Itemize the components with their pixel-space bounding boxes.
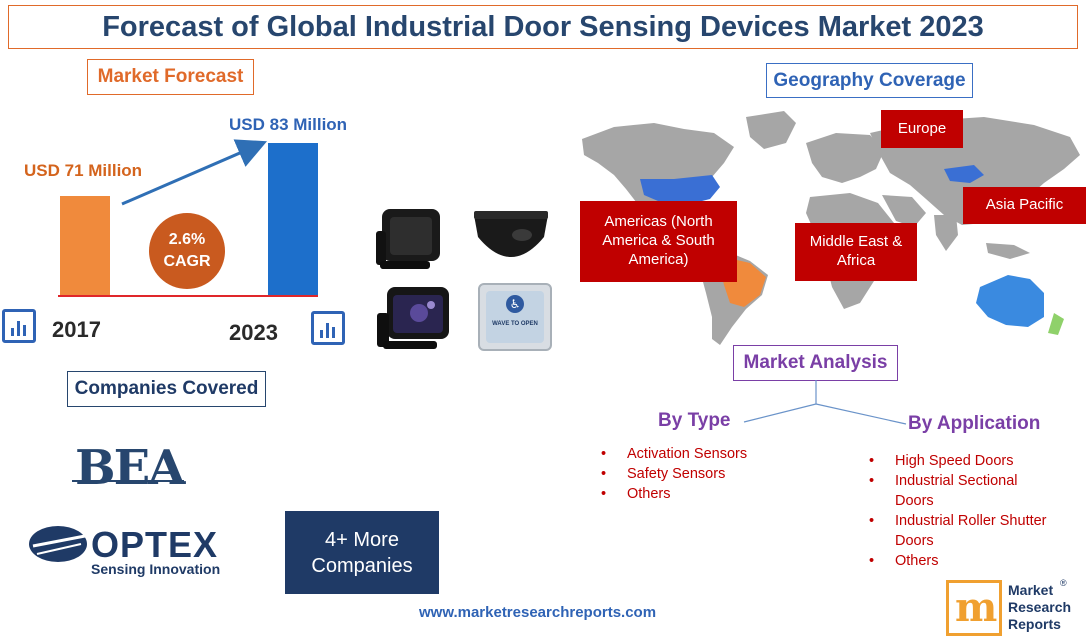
market-analysis-heading: Market Analysis <box>733 345 898 381</box>
cagr-label: CAGR <box>163 253 211 270</box>
bar-2017 <box>60 196 110 295</box>
region-americas: Americas (North America & South America) <box>580 201 737 282</box>
europe-land <box>806 133 884 183</box>
market-analysis-heading-text: Market Analysis <box>743 352 888 373</box>
companies-covered-heading: Companies Covered <box>67 371 266 407</box>
optex-tagline: Sensing Innovation <box>91 561 221 577</box>
usa-highlight <box>640 175 720 205</box>
optex-logo: OPTEX <box>91 524 219 565</box>
mrr-logo-line3: Reports <box>1008 616 1061 632</box>
mrr-logo-line2: Research <box>1008 599 1072 615</box>
page-title-text: Forecast of Global Industrial Door Sensi… <box>102 10 984 43</box>
year-2017: 2017 <box>52 317 101 342</box>
geography-coverage-heading-text: Geography Coverage <box>773 69 966 91</box>
bar-chart-icon <box>2 309 36 343</box>
value-label-2017: USD 71 Million <box>24 161 143 180</box>
value-label-2023: USD 83 Million <box>229 115 348 134</box>
optex-logo-mark-icon <box>29 526 87 562</box>
more-companies-text: 4+ More Companies <box>311 528 413 577</box>
companies-covered-heading-text: Companies Covered <box>74 378 259 399</box>
sensor-camera-image <box>377 287 449 349</box>
list-item: Others <box>597 484 797 504</box>
region-asia-pacific: Asia Pacific <box>963 187 1086 224</box>
by-application-list: High Speed Doors Industrial Sectional Do… <box>865 451 1055 571</box>
by-application-heading: By Application <box>908 413 1041 434</box>
wheelchair-icon: ♿ <box>506 295 524 313</box>
sensor-dome-image <box>474 211 548 257</box>
cagr-value: 2.6% <box>168 230 206 248</box>
growth-arrow-icon <box>121 139 268 206</box>
list-item: Safety Sensors <box>597 464 797 484</box>
region-middle-east-africa: Middle East & Africa <box>795 223 917 281</box>
analysis-connector-lines <box>743 380 907 425</box>
mrr-logo-icon: m <box>946 580 1002 636</box>
page-title: Forecast of Global Industrial Door Sensi… <box>8 5 1078 49</box>
mongolia-highlight <box>944 165 984 183</box>
list-item: Industrial Sectional Doors <box>865 471 1055 511</box>
sensor-device-image <box>376 209 440 269</box>
list-item: Activation Sensors <box>597 444 797 464</box>
bar-chart-icon <box>311 311 345 345</box>
push-plate-text: WAVE TO OPEN <box>492 321 538 327</box>
greenland-land <box>746 111 796 149</box>
geography-coverage-heading: Geography Coverage <box>766 63 973 98</box>
website-link[interactable]: www.marketresearchreports.com <box>419 604 657 621</box>
middle-east-land <box>882 195 926 227</box>
region-europe: Europe <box>881 110 963 148</box>
market-forecast-heading-text: Market Forecast <box>97 66 244 87</box>
bea-logo: BEA <box>75 440 185 496</box>
list-item: Industrial Roller Shutter Doors <box>865 511 1055 551</box>
bea-logo-underline <box>72 480 184 482</box>
by-type-heading: By Type <box>658 410 731 431</box>
cagr-badge: 2.6% CAGR <box>149 213 225 289</box>
list-item: High Speed Doors <box>865 451 1055 471</box>
registered-mark: ® <box>1060 578 1067 588</box>
push-plate-image: ♿ WAVE TO OPEN <box>478 283 552 351</box>
list-item: Others <box>865 551 1055 571</box>
bar-2023 <box>268 143 318 295</box>
mrr-logo-text: Market Research Reports <box>1008 582 1071 633</box>
more-companies-box: 4+ More Companies <box>285 511 439 594</box>
australia-highlight <box>976 275 1044 327</box>
chart-baseline <box>58 295 318 297</box>
mrr-logo-line1: Market <box>1008 582 1054 598</box>
new-zealand-land <box>1048 313 1064 335</box>
india-land <box>934 215 958 251</box>
year-2023: 2023 <box>229 320 278 345</box>
by-type-list: Activation Sensors Safety Sensors Others <box>597 444 797 504</box>
se-asia-islands <box>986 243 1030 259</box>
market-forecast-heading: Market Forecast <box>87 59 254 95</box>
